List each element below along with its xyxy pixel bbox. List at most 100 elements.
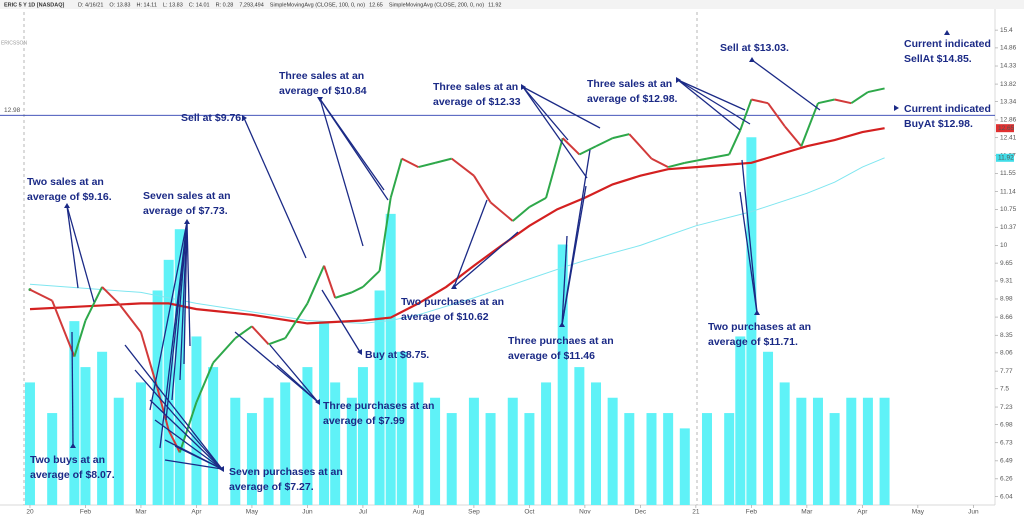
volume-bar [574, 367, 585, 505]
price-segment [595, 137, 614, 148]
header-item: L: 13.83 [163, 2, 183, 8]
annotation-marker [559, 322, 565, 327]
volume-bar [80, 367, 91, 505]
annotation-text: Sell at $9.76. [181, 112, 244, 124]
annotation-arrow [522, 86, 601, 129]
x-tick-label: Oct [524, 509, 534, 516]
annotation-text: average of $12.98. [587, 93, 678, 105]
y-tick-label: 6.26 [1000, 476, 1013, 483]
annotation-marker [749, 57, 755, 62]
annotation-arrow [71, 331, 74, 447]
header-study: SimpleMovingAvg (CLOSE, 200, 0, no) [389, 2, 484, 8]
volume-bar [174, 229, 185, 505]
annotation-arrow [319, 98, 364, 247]
annotation-arrow [134, 369, 223, 470]
y-tick-label: 12.41 [1000, 134, 1017, 141]
annotation-text: Current indicated [904, 38, 991, 50]
annotation-arrow [522, 86, 588, 179]
volume-bar [646, 413, 657, 505]
annotation-arrow [149, 221, 188, 411]
volume-bar [735, 336, 746, 505]
annotation-text: Two buys at an [30, 454, 105, 466]
x-tick-label: Apr [191, 509, 202, 516]
price-segment [251, 325, 270, 345]
annotation-text: Sell at $13.03. [720, 42, 789, 54]
price-segment [783, 125, 803, 147]
price-segment [578, 145, 597, 156]
price-segment [751, 98, 769, 105]
header-item: R: 0.28 [216, 2, 234, 8]
x-tick-label: 21 [692, 509, 700, 516]
price-tag-label: 12.65 [998, 125, 1015, 132]
volume-bar [302, 367, 313, 505]
price-segment [651, 157, 669, 168]
annotation-text: average of $10.84 [279, 85, 367, 97]
price-segment [867, 87, 885, 94]
y-tick-label: 14.86 [1000, 45, 1017, 52]
volume-bar [701, 413, 712, 505]
volume-bar [724, 413, 735, 505]
annotation-arrow [276, 364, 319, 403]
price-segment [195, 362, 215, 403]
price-segment [29, 288, 53, 302]
price-segment [817, 98, 835, 105]
moving-average [29, 127, 885, 325]
volume-bar [812, 397, 823, 505]
annotation-arrow [183, 221, 188, 365]
volume-bar [319, 321, 330, 505]
y-tick-label: 6.98 [1000, 421, 1013, 428]
price-segment [512, 206, 531, 222]
annotation-arrow [124, 344, 223, 470]
volume-bar [246, 413, 257, 505]
volume-bar [385, 213, 396, 505]
annotation-arrow [561, 149, 591, 326]
header-bar [0, 0, 1024, 9]
annotation-text: Buy at $8.75. [365, 349, 429, 361]
annotation-marker [944, 30, 950, 35]
price-segment [800, 102, 819, 147]
price-segment [268, 337, 286, 346]
price-segment [378, 197, 392, 272]
annotation-text: average of $12.33 [433, 96, 521, 108]
header-study: SimpleMovingAvg (CLOSE, 100, 0, no) [270, 2, 365, 8]
annotation-marker [219, 466, 224, 472]
y-tick-label: 7.5 [1000, 385, 1009, 392]
annotation-arrow [243, 117, 307, 259]
volume-bar [468, 397, 479, 505]
annotation-arrow [321, 289, 361, 353]
annotation-text: average of $7.27. [229, 481, 314, 493]
annotation-text: Three purchases at an [323, 400, 434, 412]
y-tick-label: 11.55 [1000, 170, 1016, 177]
header-item: D: 4/16/21 [78, 2, 103, 8]
annotation-arrow [174, 445, 223, 470]
annotation-arrow [154, 419, 223, 470]
annotation-text: average of $10.62 [401, 311, 489, 323]
volume-bar [679, 428, 690, 505]
volume-bar [746, 137, 757, 506]
price-segment [178, 401, 198, 453]
volume-bar [24, 382, 35, 505]
volume-bar [280, 382, 291, 505]
price-segment [628, 133, 653, 160]
price-segment [101, 286, 120, 305]
annotation-text: Two purchases at an [708, 321, 811, 333]
x-tick-label: Mar [135, 509, 147, 516]
annotation-text: Three sales at an [279, 70, 364, 82]
annotation-arrow [677, 79, 746, 111]
y-tick-label: 13.34 [1000, 98, 1017, 105]
volume-bar [208, 367, 219, 505]
header-item: H: 14.11 [137, 2, 157, 8]
volume-bar [330, 382, 341, 505]
price-tag-label: 11.92 [998, 155, 1014, 162]
y-tick-label: 14.33 [1000, 63, 1017, 70]
annotation-text: Two purchases at an [401, 296, 504, 308]
volume-bar [69, 321, 80, 505]
annotation-arrow [677, 79, 751, 125]
header-item: O: 13.83 [109, 2, 130, 8]
x-tick-label: Jun [302, 509, 313, 516]
volume-bar [796, 397, 807, 505]
volume-bar [97, 351, 108, 505]
annotation-marker [754, 310, 760, 315]
volume-bar [163, 259, 174, 505]
y-tick-label: 6.73 [1000, 439, 1013, 446]
